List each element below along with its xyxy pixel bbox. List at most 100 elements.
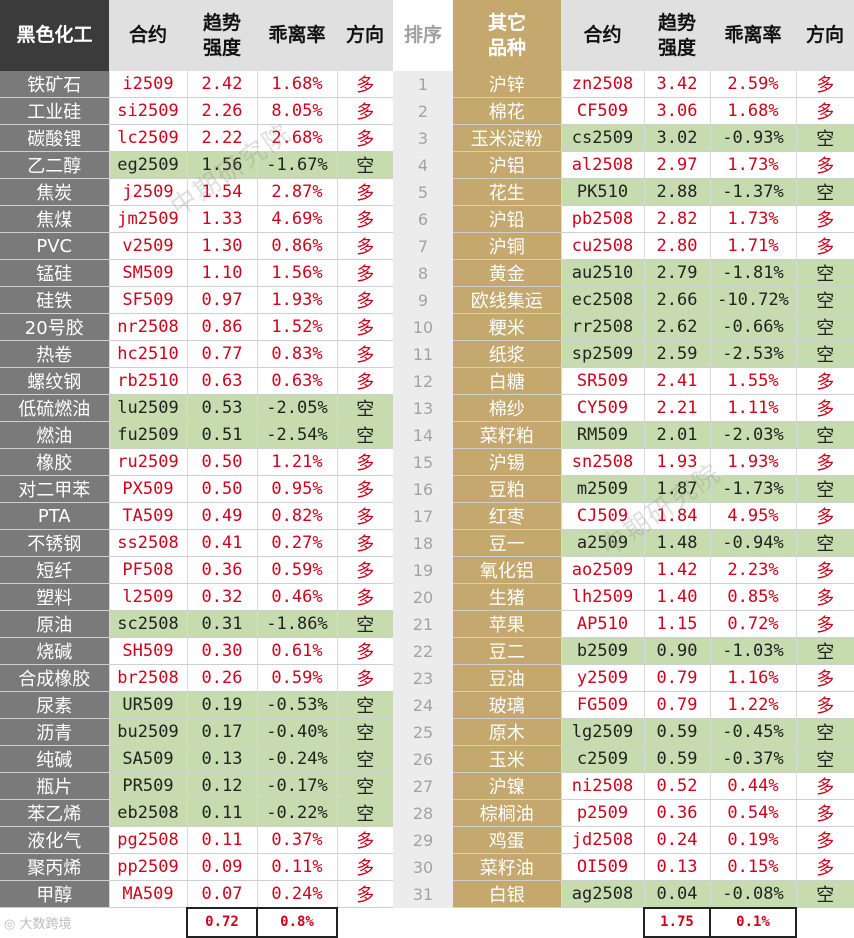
left-name: 低硫燃油 — [0, 394, 109, 422]
table-row: 苯乙烯 eb2508 0.11 -0.22% 空 28 棕榈油 p2509 0.36 0.54% 多 — [0, 799, 854, 827]
left-strength: 0.53 — [186, 394, 257, 422]
right-contract: jd2508 — [560, 826, 644, 854]
left-deviation: -0.22% — [256, 799, 337, 827]
right-strength: 0.24 — [643, 826, 710, 854]
left-deviation: -0.17% — [256, 772, 337, 800]
left-contract: TA509 — [108, 502, 187, 530]
table-row: 焦炭 j2509 1.54 2.87% 多 5 花生 PK510 2.88 -1.37% 空 — [0, 178, 854, 206]
left-contract: PR509 — [108, 772, 187, 800]
left-contract: ss2508 — [108, 529, 187, 557]
right-direction: 多 — [795, 772, 854, 800]
left-name: 乙二醇 — [0, 151, 109, 179]
rank-cell: 22 — [393, 637, 453, 665]
table-row: 液化气 pg2508 0.11 0.37% 多 29 鸡蛋 jd2508 0.24 0.19% 多 — [0, 826, 854, 854]
right-deviation: 0.72% — [709, 610, 796, 638]
footer-blank-2 — [796, 908, 854, 937]
left-direction: 空 — [336, 691, 393, 719]
left-deviation: 2.68% — [256, 124, 337, 152]
left-direction: 多 — [336, 259, 393, 287]
left-direction: 空 — [336, 610, 393, 638]
left-strength: 0.77 — [186, 340, 257, 368]
left-name: 螺纹钢 — [0, 367, 109, 395]
right-name: 沪铜 — [453, 232, 561, 260]
right-name: 沪锌 — [453, 71, 561, 98]
right-contract: pb2508 — [560, 205, 644, 233]
left-deviation: 0.61% — [256, 637, 337, 665]
left-contract: si2509 — [108, 97, 187, 125]
right-strength: 1.93 — [643, 448, 710, 476]
left-direction: 多 — [336, 71, 393, 98]
table-row: 燃油 fu2509 0.51 -2.54% 空 14 菜籽粕 RM509 2.01 -2.03% 空 — [0, 421, 854, 449]
left-contract: pp2509 — [108, 853, 187, 881]
left-direction: 空 — [336, 421, 393, 449]
right-name: 红枣 — [453, 502, 561, 530]
left-deviation: 0.82% — [256, 502, 337, 530]
right-contract: CJ509 — [560, 502, 644, 530]
left-contract: i2509 — [108, 71, 187, 98]
table-row: 碳酸锂 lc2509 2.22 2.68% 多 3 玉米淀粉 cs2509 3.02 -0.93%… — [0, 124, 854, 152]
left-strength: 0.07 — [186, 880, 257, 908]
right-direction: 多 — [795, 151, 854, 179]
right-name: 鸡蛋 — [453, 826, 561, 854]
left-deviation: -1.67% — [256, 151, 337, 179]
right-deviation: 0.44% — [709, 772, 796, 800]
left-name: 燃油 — [0, 421, 109, 449]
table-row: 沥青 bu2509 0.17 -0.40% 空 25 原木 lg2509 0.59 -0.45% 空 — [0, 718, 854, 746]
left-name: 原油 — [0, 610, 109, 638]
left-name: 烧碱 — [0, 637, 109, 665]
left-deviation: -2.05% — [256, 394, 337, 422]
rank-cell: 16 — [393, 475, 453, 503]
left-contract: ru2509 — [108, 448, 187, 476]
rank-cell: 31 — [393, 880, 453, 908]
table-row: PTA TA509 0.49 0.82% 多 17 红枣 CJ509 1.84 4.95% 多 — [0, 502, 854, 530]
rank-cell: 29 — [393, 826, 453, 854]
left-deviation: 8.05% — [256, 97, 337, 125]
right-direction: 多 — [795, 826, 854, 854]
rank-cell: 5 — [393, 178, 453, 206]
right-contract: p2509 — [560, 799, 644, 827]
right-contract: al2508 — [560, 151, 644, 179]
left-direction: 多 — [336, 124, 393, 152]
right-deviation: -1.37% — [709, 178, 796, 206]
left-category-header: 黑色化工 — [0, 0, 109, 71]
left-strength: 0.50 — [186, 475, 257, 503]
right-deviation: -0.08% — [709, 880, 796, 908]
left-deviation: 4.69% — [256, 205, 337, 233]
left-name: 碳酸锂 — [0, 124, 109, 152]
left-direction: 多 — [336, 826, 393, 854]
rank-cell: 9 — [393, 286, 453, 314]
right-direction: 空 — [795, 340, 854, 368]
left-name: 焦煤 — [0, 205, 109, 233]
left-strength: 0.31 — [186, 610, 257, 638]
right-name: 玉米淀粉 — [453, 124, 561, 152]
left-deviation: 0.37% — [256, 826, 337, 854]
table-row: 瓶片 PR509 0.12 -0.17% 空 27 沪镍 ni2508 0.52 0.44% 多 — [0, 772, 854, 800]
right-strength: 1.48 — [643, 529, 710, 557]
right-deviation: 1.71% — [709, 232, 796, 260]
right-deviation: 0.85% — [709, 583, 796, 611]
right-deviation: 1.93% — [709, 448, 796, 476]
rank-cell: 23 — [393, 664, 453, 692]
table-row: 热卷 hc2510 0.77 0.83% 多 11 纸浆 sp2509 2.59 -2.53% 空 — [0, 340, 854, 368]
header-row: 黑色化工 合约 趋势 强度 乖离率 方向 排序 其它 品种 合约 趋势 强度 乖… — [0, 0, 854, 71]
footer-rank-blank — [393, 908, 453, 937]
rank-cell: 26 — [393, 745, 453, 773]
right-strength: 2.97 — [643, 151, 710, 179]
right-deviation: -2.53% — [709, 340, 796, 368]
right-strength: 1.40 — [643, 583, 710, 611]
right-name: 玉米 — [453, 745, 561, 773]
rank-cell: 24 — [393, 691, 453, 719]
left-name: 甲醇 — [0, 880, 109, 908]
left-direction-header: 方向 — [337, 0, 393, 71]
table-body: 铁矿石 i2509 2.42 1.68% 多 1 沪锌 zn2508 3.42 2.59% 多工业硅… — [0, 71, 854, 908]
table-row: 塑料 l2509 0.32 0.46% 多 20 生猪 lh2509 1.40 0.85% 多 — [0, 583, 854, 611]
right-name: 氧化铝 — [453, 556, 561, 584]
left-contract: eg2509 — [108, 151, 187, 179]
right-contract: PK510 — [560, 178, 644, 206]
left-contract: fu2509 — [108, 421, 187, 449]
left-name: 尿素 — [0, 691, 109, 719]
right-deviation: -1.81% — [709, 259, 796, 287]
left-strength: 0.32 — [186, 583, 257, 611]
left-deviation: 1.21% — [256, 448, 337, 476]
right-strength: 3.42 — [643, 71, 710, 98]
